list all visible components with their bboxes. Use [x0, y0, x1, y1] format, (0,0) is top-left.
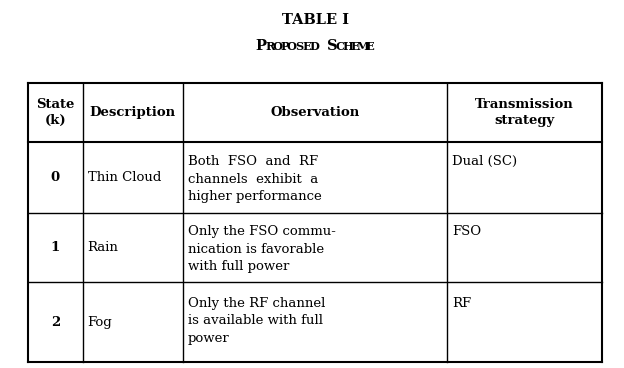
Text: E: E	[366, 40, 374, 52]
Text: C: C	[336, 40, 345, 52]
Text: Thin Cloud: Thin Cloud	[87, 171, 161, 184]
Text: M: M	[356, 40, 369, 52]
Text: S: S	[327, 39, 338, 53]
Text: Transmission
strategy: Transmission strategy	[475, 98, 574, 127]
Text: TABLE I: TABLE I	[281, 13, 349, 27]
Text: E: E	[302, 40, 311, 52]
Text: 2: 2	[51, 316, 60, 329]
Text: O: O	[287, 40, 297, 52]
Text: Fog: Fog	[87, 316, 112, 329]
Text: P: P	[256, 39, 267, 53]
Text: O: O	[272, 40, 282, 52]
Text: H: H	[343, 40, 353, 52]
Text: Observation: Observation	[270, 106, 360, 119]
Text: 0: 0	[51, 171, 60, 184]
Text: Rain: Rain	[87, 241, 119, 254]
Text: 1: 1	[51, 241, 60, 254]
Text: D: D	[309, 40, 319, 52]
Text: P: P	[280, 40, 289, 52]
Text: Description: Description	[90, 106, 176, 119]
Text: Dual (SC): Dual (SC)	[452, 155, 517, 168]
Text: Only the RF channel
is available with full
power: Only the RF channel is available with fu…	[188, 297, 326, 344]
Text: S: S	[295, 40, 303, 52]
Text: R: R	[265, 40, 275, 52]
Text: FSO: FSO	[452, 226, 481, 238]
Text: Only the FSO commu-
nication is favorable
with full power: Only the FSO commu- nication is favorabl…	[188, 226, 336, 273]
Text: Both  FSO  and  RF
channels  exhibit  a
higher performance: Both FSO and RF channels exhibit a highe…	[188, 155, 322, 203]
Text: RF: RF	[452, 297, 471, 309]
Text: E: E	[351, 40, 359, 52]
Text: State
(k): State (k)	[36, 98, 74, 127]
